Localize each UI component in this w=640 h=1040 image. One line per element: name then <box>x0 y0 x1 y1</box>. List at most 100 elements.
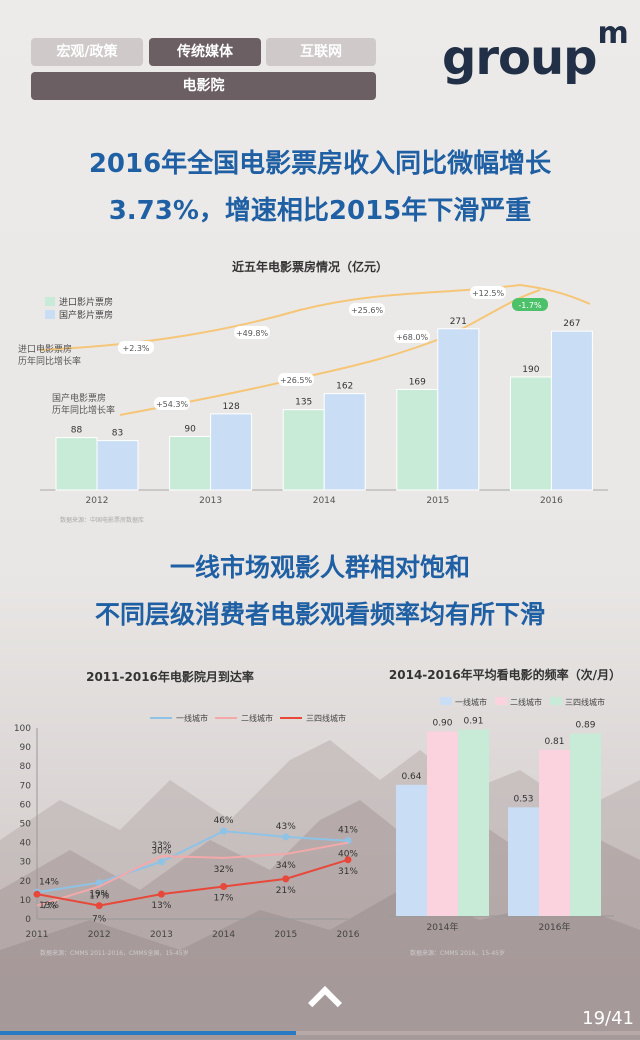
chart2-point <box>220 883 228 891</box>
chart2-data-label: 21% <box>276 886 296 896</box>
chart2-x-tick: 2016 <box>337 930 360 940</box>
chart3-bar-value: 0.81 <box>544 737 564 747</box>
box-office-chart: +2.3% +49.8% +25.6% +12.5% -1.7% +54.3% +26.5%… <box>18 283 608 524</box>
chart2-point <box>95 879 103 887</box>
chart1-bar <box>437 328 480 491</box>
chart2-x-tick: 2014 <box>212 930 235 940</box>
chart2-series-line <box>36 841 349 907</box>
chart2-data-label: 40% <box>338 850 358 860</box>
chart2-data-label: 31% <box>338 867 358 877</box>
chart1-bar-value: 135 <box>295 398 312 408</box>
chart3-bar-value: 0.90 <box>432 719 452 729</box>
chart1-import-growth-line <box>39 283 591 351</box>
chart1-import-growth-label: +2.3% <box>122 344 149 353</box>
chart2-y-tick: 20 <box>20 877 32 887</box>
chart3-title: 2014-2016年平均看电影的频率（次/月） <box>388 668 622 682</box>
chart3-bar-value: 0.64 <box>401 772 421 782</box>
chart2-y-tick: 30 <box>20 858 32 868</box>
chart2-point <box>282 875 290 883</box>
chart2-y-tick: 60 <box>20 800 32 810</box>
chart1-growth-line-label: 国产电影票房 <box>52 392 106 404</box>
frequency-chart: 0.64 0.90 0.91 2014年 0.53 0.81 0.89 2016年 一线城市 二线… <box>388 697 614 957</box>
chart2-x-tick: 2013 <box>150 930 173 940</box>
chart2-y-tick: 100 <box>14 724 31 734</box>
chart1-bar-value: 83 <box>112 429 123 439</box>
chart2-data-label: 30% <box>151 847 171 857</box>
chart1-legend-swatch <box>45 297 55 306</box>
progress-track <box>0 1031 640 1035</box>
chart3-legend-label: 二线城市 <box>510 697 542 707</box>
chart3-bar <box>427 731 458 916</box>
chart3-bar <box>570 733 601 916</box>
chart2-y-tick: 50 <box>20 820 32 830</box>
chart1-domestic-growth-label: +68.0% <box>396 333 429 342</box>
chart3-bar <box>539 749 570 916</box>
chart1-bar-value: 271 <box>450 317 467 327</box>
chart1-x-tick: 2014 <box>313 496 336 506</box>
chart2-y-tick: 0 <box>25 915 31 925</box>
chart3-bar <box>396 784 427 916</box>
chart2-point <box>344 856 352 864</box>
chart2-data-label: 19% <box>89 890 109 900</box>
chart1-bar <box>396 388 439 491</box>
chart3-x-tick: 2014年 <box>427 921 459 933</box>
chart1-growth-line-label: 历年同比增长率 <box>18 355 81 367</box>
chart2-point <box>33 890 41 898</box>
chart2-data-label: 41% <box>338 826 358 836</box>
chart1-legend-label: 国产影片票房 <box>59 309 113 321</box>
chart3-bar-value: 0.89 <box>575 721 595 731</box>
chart2-data-label: 7% <box>42 902 57 912</box>
chart1-bar-value: 190 <box>522 365 539 375</box>
headline-1-line-1: 2016年全国电影票房收入同比微幅增长 <box>88 149 552 179</box>
logo-sup: m <box>597 16 629 51</box>
chart1-bar <box>323 393 366 491</box>
chart1-bar-value: 90 <box>184 424 196 434</box>
page-number: 19/41 <box>582 1008 634 1029</box>
chart3-source: 数据来源：CMMS 2016，15-45岁 <box>410 949 505 957</box>
chart2-data-label: 33% <box>151 841 171 851</box>
chart2-data-label: 13% <box>39 901 59 911</box>
chart1-title: 近五年电影票房情况（亿元） <box>231 260 388 274</box>
chart1-bar-value: 169 <box>409 377 426 387</box>
headline-2-line-1: 一线市场观影人群相对饱和 <box>169 553 470 582</box>
tab-macro-policy[interactable]: 宏观/政策 <box>31 38 143 66</box>
chart1-x-tick: 2015 <box>426 496 449 506</box>
chart1-domestic-growth-label: +26.5% <box>280 376 313 385</box>
chart2-legend-label: 一线城市 <box>176 713 208 723</box>
chart1-bar-value: 88 <box>71 426 83 436</box>
chart2-data-label: 13% <box>151 901 171 911</box>
chart1-domestic-growth-pill <box>278 373 314 386</box>
chart2-legend-label: 三四线城市 <box>306 713 346 723</box>
chart1-domestic-growth-pill <box>154 397 190 410</box>
chart2-data-label: 14% <box>39 877 59 887</box>
chart1-import-growth-label: +49.8% <box>236 329 269 338</box>
chart2-x-tick: 2015 <box>274 930 297 940</box>
chart2-x-tick: 2012 <box>88 930 111 940</box>
up-arrow-icon[interactable] <box>302 978 348 1018</box>
tab-cinema[interactable]: 电影院 <box>31 72 376 100</box>
chart1-bar <box>282 409 325 491</box>
chart1-import-growth-label: +12.5% <box>472 289 505 298</box>
chart2-point <box>157 890 165 898</box>
chart2-data-label: 7% <box>92 915 107 925</box>
chart2-series-line <box>36 858 349 907</box>
chart1-domestic-growth-pill <box>394 330 430 343</box>
chart1-x-tick: 2016 <box>540 496 563 506</box>
headline-2-line-2: 不同层级消费者电影观看频率均有所下滑 <box>94 600 545 629</box>
chart2-point <box>95 902 103 910</box>
chart2-data-label: 46% <box>214 816 234 826</box>
chart2-point <box>282 833 290 841</box>
tab-internet[interactable]: 互联网 <box>266 38 376 66</box>
chart1-growth-line-label: 进口电影票房 <box>18 343 72 355</box>
logo-text: group <box>442 30 598 86</box>
chart1-bar-value: 267 <box>563 319 580 329</box>
chart1-bar <box>169 435 212 491</box>
chart1-bar <box>550 330 593 491</box>
chart2-data-label: 32% <box>214 865 234 875</box>
chart1-x-tick: 2013 <box>199 496 222 506</box>
chart1-domestic-growth-label: +54.3% <box>156 400 189 409</box>
reach-rate-chart: 0 10 20 30 40 50 60 70 80 90 100 2011 2012 2013 2014 20… <box>14 713 360 957</box>
progress-fill <box>0 1031 297 1035</box>
chart1-bar <box>55 437 98 491</box>
tab-traditional-media[interactable]: 传统媒体 <box>149 38 261 66</box>
